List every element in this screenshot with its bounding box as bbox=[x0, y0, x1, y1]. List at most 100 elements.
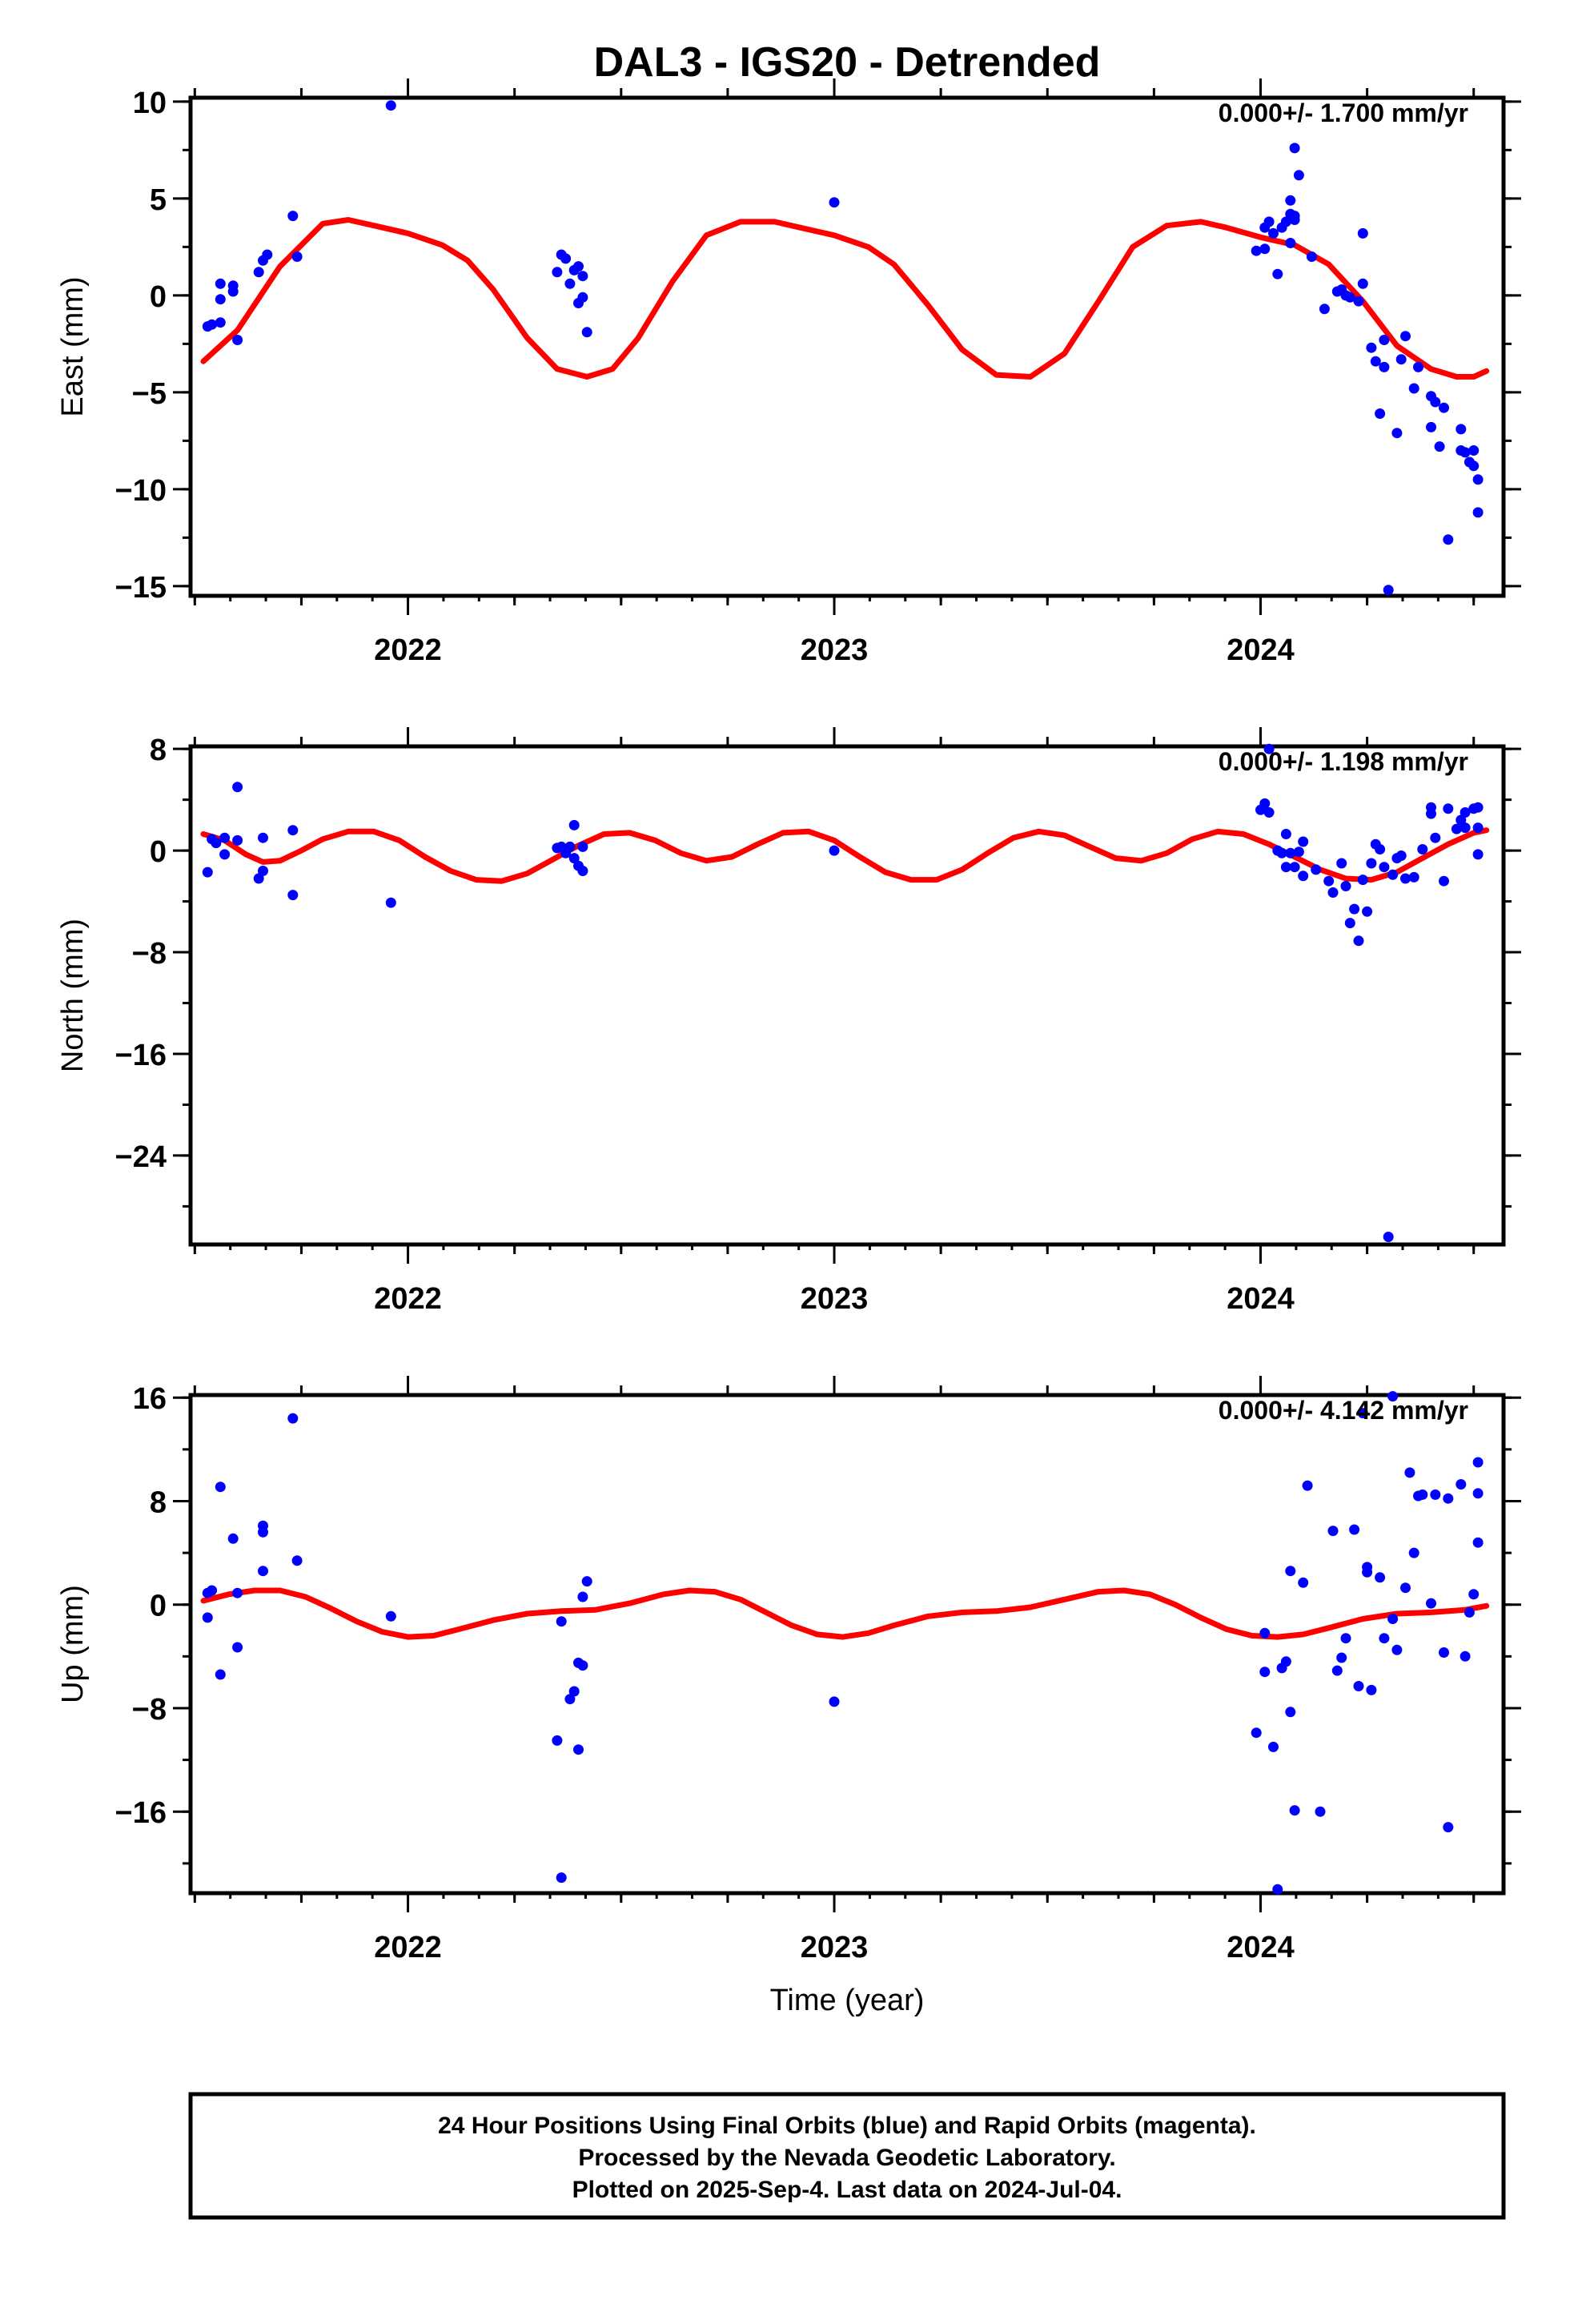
data-point bbox=[1456, 424, 1467, 435]
y-tick-label: 0 bbox=[150, 280, 167, 314]
data-point bbox=[1366, 858, 1377, 869]
data-point bbox=[215, 317, 226, 328]
data-point bbox=[232, 834, 243, 846]
y-tick-label: 0 bbox=[150, 835, 167, 869]
data-point bbox=[1443, 1493, 1454, 1504]
data-point bbox=[1306, 251, 1317, 262]
y-tick-label: 0 bbox=[150, 1590, 167, 1623]
data-point bbox=[1353, 1681, 1364, 1691]
data-point bbox=[577, 866, 588, 876]
data-point bbox=[1408, 871, 1419, 883]
data-point bbox=[1263, 807, 1275, 818]
data-point bbox=[1272, 268, 1283, 279]
data-point bbox=[573, 261, 584, 272]
data-point bbox=[202, 866, 213, 878]
data-point bbox=[1434, 441, 1445, 452]
chart-title: DAL3 - IGS20 - Detrended bbox=[594, 39, 1101, 86]
y-tick-label: −16 bbox=[115, 1796, 167, 1830]
panel-up-tick-labels: 2022 2023 2024 16 8 0 −8 −16 bbox=[115, 1382, 1295, 1964]
y-tick-label: 16 bbox=[133, 1382, 167, 1416]
data-point bbox=[1472, 849, 1484, 860]
data-point bbox=[207, 1585, 218, 1596]
data-point bbox=[1451, 823, 1462, 834]
data-point bbox=[1285, 1566, 1296, 1577]
x-tick-label: 2024 bbox=[1227, 633, 1295, 667]
data-point bbox=[1468, 445, 1480, 456]
data-point bbox=[1331, 1665, 1343, 1676]
data-point bbox=[1472, 1457, 1484, 1468]
panel-up-ticks bbox=[173, 1376, 1521, 1912]
data-point bbox=[1293, 846, 1304, 858]
data-point bbox=[1302, 1480, 1313, 1491]
panel-east-frame bbox=[188, 95, 1506, 598]
data-point bbox=[1298, 1577, 1309, 1588]
data-point bbox=[215, 278, 226, 289]
data-point bbox=[1404, 1467, 1415, 1478]
data-point bbox=[1468, 460, 1480, 472]
data-point bbox=[1472, 1537, 1484, 1548]
data-point bbox=[1311, 864, 1322, 875]
y-tick-label: −16 bbox=[115, 1039, 167, 1072]
data-point bbox=[1289, 1805, 1300, 1816]
data-point bbox=[202, 1612, 213, 1623]
panel-north-rate: 0.000+/- 1.198 mm/yr bbox=[1219, 747, 1468, 776]
data-point bbox=[1391, 1644, 1403, 1655]
data-point bbox=[291, 251, 303, 262]
data-point bbox=[573, 1744, 584, 1755]
data-point bbox=[1344, 918, 1355, 929]
data-point bbox=[219, 849, 231, 860]
data-point bbox=[1408, 383, 1419, 394]
data-point bbox=[1259, 243, 1271, 255]
data-point bbox=[1353, 296, 1364, 307]
data-point bbox=[291, 1555, 303, 1566]
data-point bbox=[215, 294, 226, 305]
data-point bbox=[1417, 844, 1428, 854]
data-point bbox=[1443, 1822, 1454, 1833]
data-point bbox=[1400, 873, 1411, 884]
data-point bbox=[577, 271, 588, 282]
data-point bbox=[1298, 870, 1309, 882]
data-point bbox=[1289, 143, 1300, 154]
data-point bbox=[232, 1642, 243, 1653]
data-point bbox=[1298, 836, 1309, 847]
x-tick-label: 2023 bbox=[801, 633, 869, 667]
data-point bbox=[1413, 361, 1423, 372]
y-tick-label: −24 bbox=[115, 1140, 167, 1174]
x-axis-label: Time (year) bbox=[770, 1984, 925, 2017]
data-point bbox=[1323, 875, 1335, 887]
data-point bbox=[1439, 402, 1449, 413]
data-point bbox=[1251, 245, 1262, 256]
data-point bbox=[1379, 361, 1390, 372]
panel-up-ylabel: Up (mm) bbox=[56, 1585, 90, 1703]
data-point bbox=[564, 1694, 576, 1705]
data-point bbox=[1353, 935, 1364, 947]
data-point bbox=[1408, 1547, 1419, 1558]
y-tick-label: −8 bbox=[132, 1693, 167, 1727]
data-point bbox=[258, 832, 268, 843]
data-point bbox=[568, 853, 580, 864]
data-point bbox=[1472, 507, 1484, 518]
data-point bbox=[568, 1686, 580, 1697]
data-point bbox=[1443, 803, 1454, 814]
data-point bbox=[829, 1696, 840, 1707]
data-point bbox=[258, 1566, 268, 1577]
data-point bbox=[1375, 1572, 1386, 1583]
data-point bbox=[1460, 1651, 1471, 1662]
data-point bbox=[577, 1660, 588, 1671]
data-point bbox=[232, 782, 243, 793]
data-point bbox=[385, 1610, 396, 1622]
data-point bbox=[227, 280, 239, 292]
y-tick-label: −5 bbox=[132, 377, 167, 411]
data-point bbox=[1268, 1741, 1279, 1752]
data-point bbox=[1426, 1598, 1436, 1609]
data-point bbox=[1280, 1656, 1291, 1667]
data-point bbox=[1395, 354, 1407, 365]
data-point bbox=[829, 197, 840, 208]
data-point bbox=[1443, 534, 1454, 545]
panel-east-tick-labels: 2022 2023 2024 10 5 0 −5 −10 −15 bbox=[115, 86, 1295, 667]
data-point bbox=[577, 292, 588, 303]
data-point bbox=[1456, 1479, 1467, 1490]
x-tick-label: 2024 bbox=[1227, 1931, 1295, 1964]
data-point bbox=[1259, 1627, 1271, 1638]
data-point bbox=[1357, 875, 1368, 886]
